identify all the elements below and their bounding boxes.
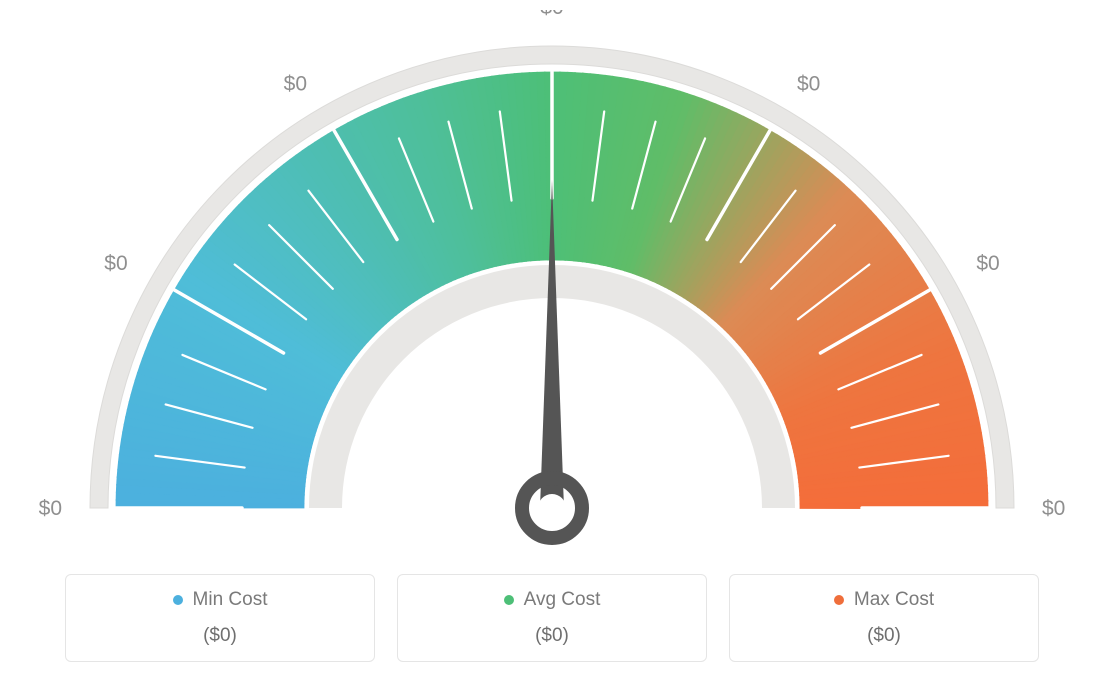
svg-text:$0: $0 [104,252,127,275]
legend-value-max: ($0) [730,625,1038,647]
svg-text:$0: $0 [540,10,563,19]
cost-gauge-chart: $0 $0 $0 $0 $0 $0 $0 Min Cost ($0) Avg Cost ($… [0,0,1104,690]
legend-row: Min Cost ($0) Avg Cost ($0) Max Cost ($0… [30,574,1074,662]
legend-label-avg: Avg Cost [524,589,601,611]
legend-dot-min [173,595,183,605]
legend-label-min: Min Cost [193,589,268,611]
legend-value-avg: ($0) [398,625,706,647]
legend-header-min: Min Cost [173,589,268,611]
gauge-area: $0 $0 $0 $0 $0 $0 $0 [30,10,1074,570]
svg-text:$0: $0 [1042,497,1065,520]
svg-text:$0: $0 [284,73,307,96]
svg-text:$0: $0 [976,252,999,275]
legend-dot-avg [504,595,514,605]
legend-card-min: Min Cost ($0) [65,574,375,662]
legend-dot-max [834,595,844,605]
legend-label-max: Max Cost [854,589,934,611]
legend-value-min: ($0) [66,625,374,647]
legend-card-avg: Avg Cost ($0) [397,574,707,662]
legend-header-max: Max Cost [834,589,934,611]
gauge-svg: $0 $0 $0 $0 $0 $0 $0 [30,10,1074,570]
legend-header-avg: Avg Cost [504,589,601,611]
svg-text:$0: $0 [797,73,820,96]
svg-text:$0: $0 [39,497,62,520]
legend-card-max: Max Cost ($0) [729,574,1039,662]
